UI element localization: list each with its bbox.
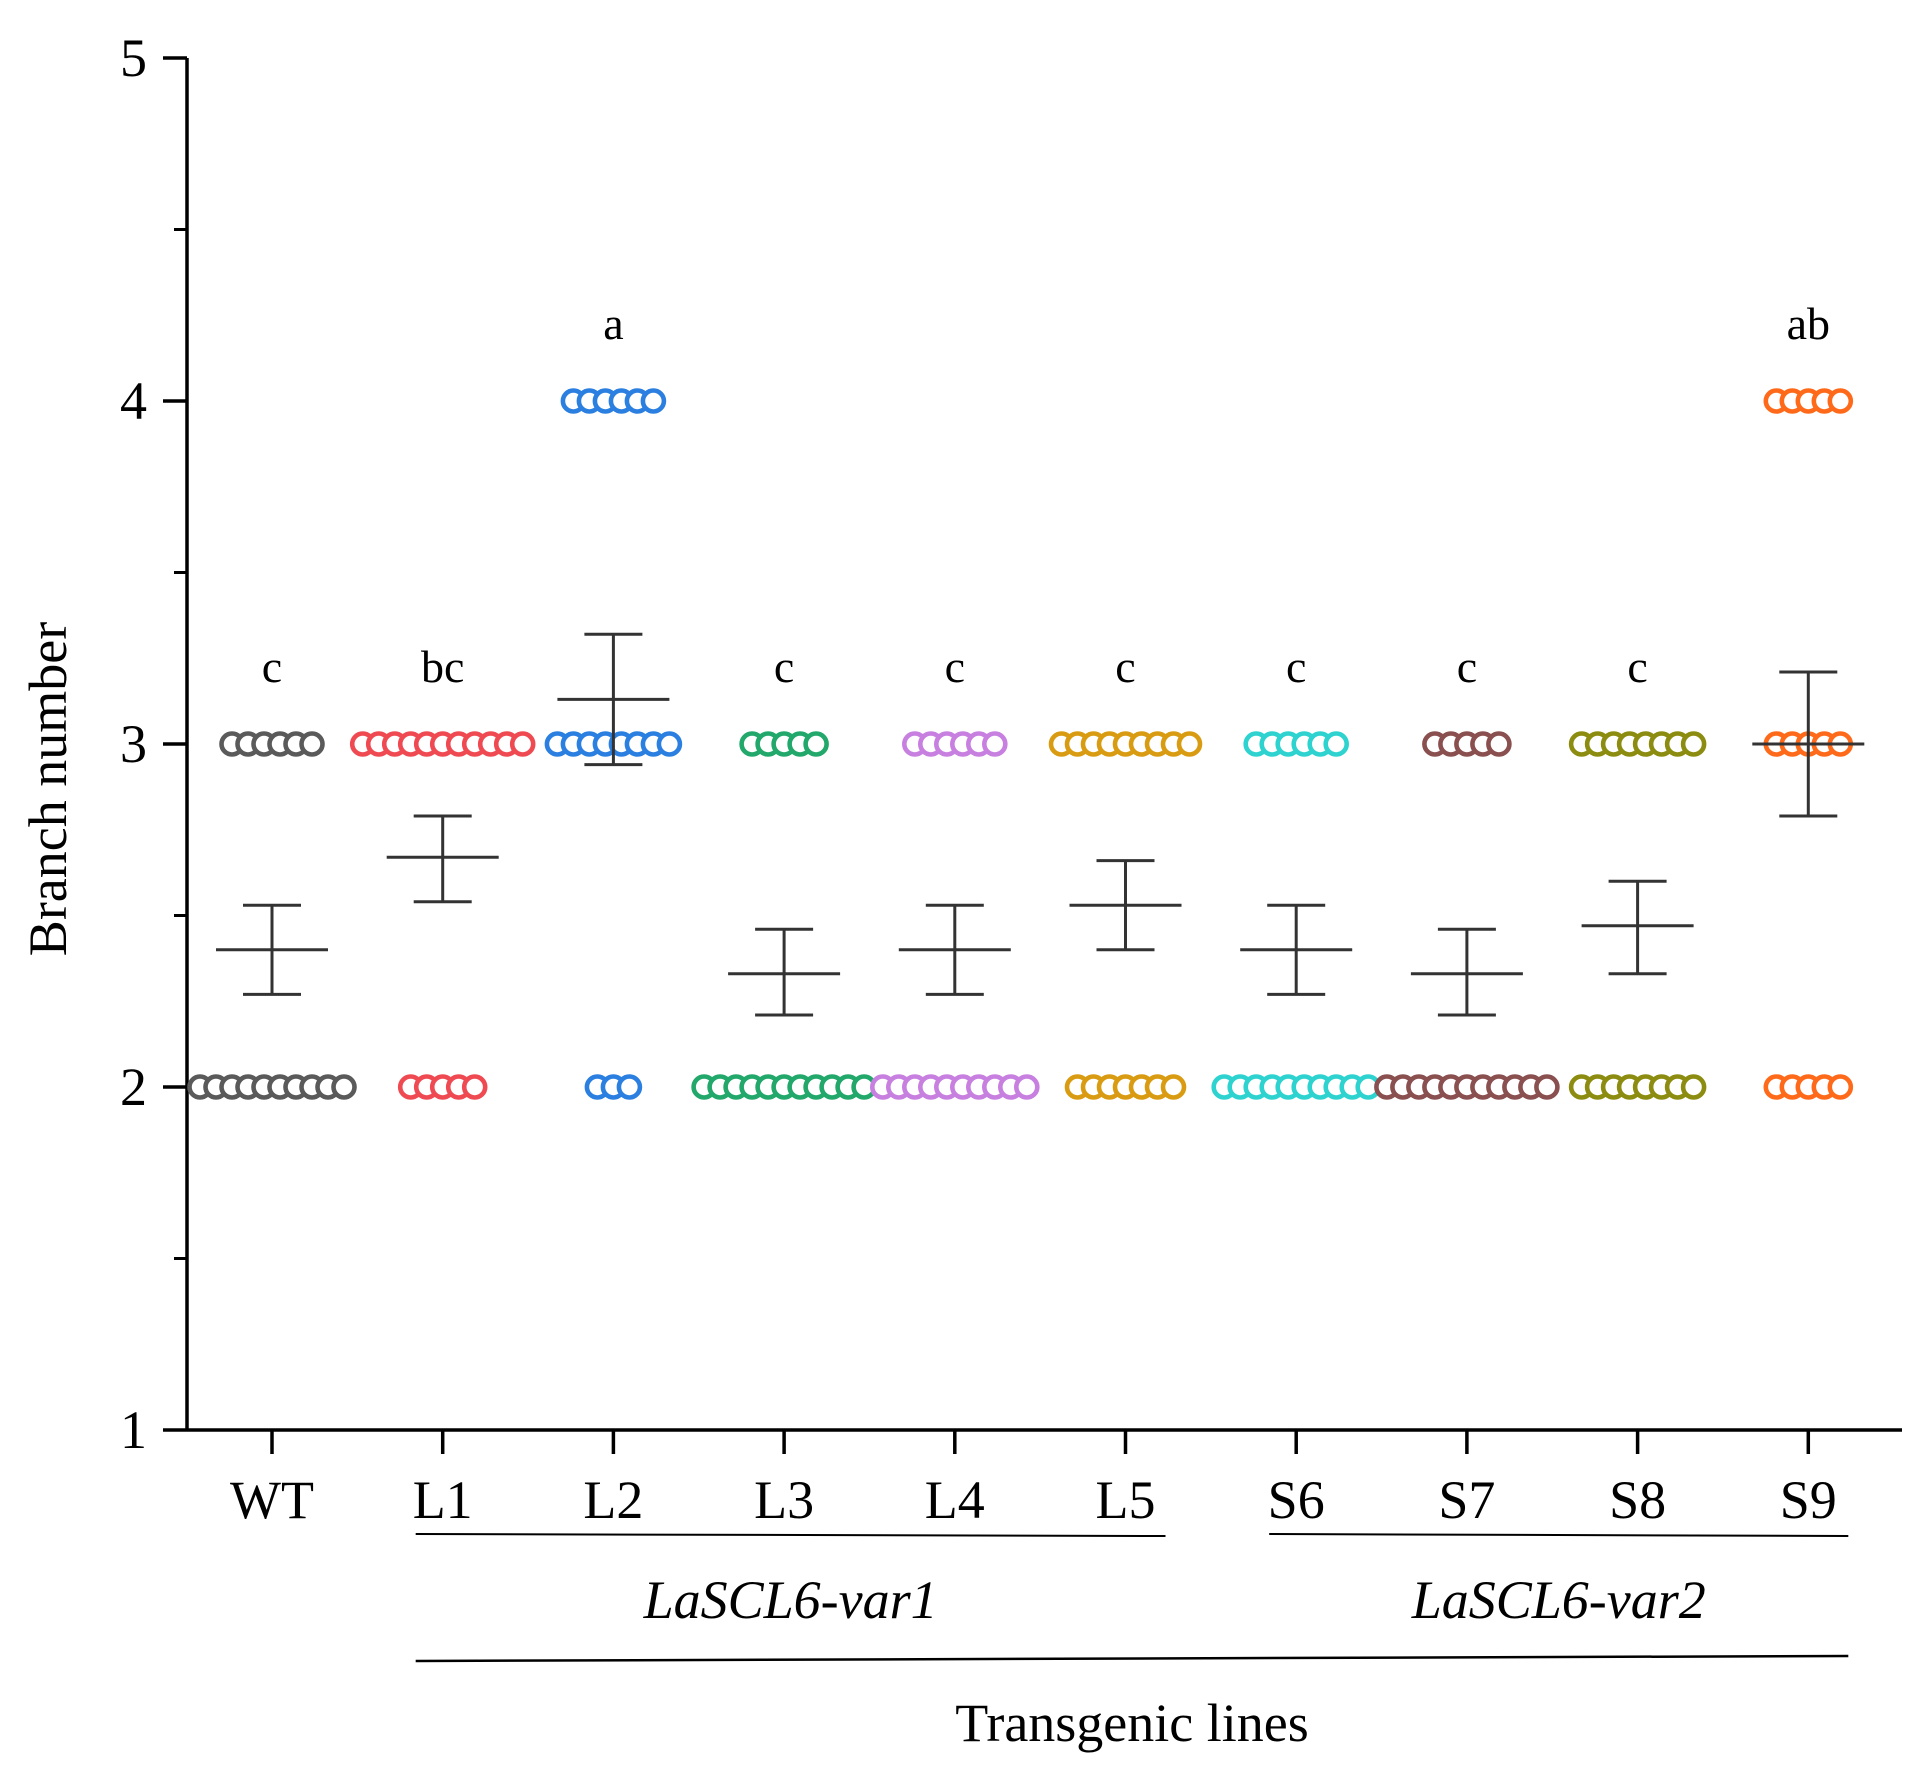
- data-point: [331, 1074, 357, 1100]
- y-tick-label: 3: [120, 714, 147, 774]
- significance-letter: ab: [1787, 298, 1830, 349]
- significance-letter: c: [262, 641, 282, 692]
- data-point: [1486, 731, 1512, 757]
- y-tick-label: 4: [120, 371, 147, 431]
- group-underline: [415, 1533, 1166, 1537]
- data-point: [1680, 1074, 1707, 1100]
- y-tick-label: 1: [120, 1400, 147, 1460]
- data-point: [1323, 731, 1349, 757]
- significance-letter: bc: [421, 641, 464, 692]
- significance-letter: c: [945, 641, 965, 692]
- group-label: LaSCL6-var1: [643, 1570, 938, 1630]
- outer-group-underline: [415, 1654, 1849, 1663]
- x-tick-label: L5: [1096, 1470, 1156, 1530]
- x-tick-label: S9: [1780, 1470, 1837, 1530]
- outer-group-label: Transgenic lines: [955, 1693, 1308, 1753]
- significance-letter: c: [1115, 641, 1135, 692]
- x-tick-label: L1: [413, 1470, 473, 1530]
- group-label: LaSCL6-var2: [1411, 1570, 1706, 1630]
- significance-letter: c: [1286, 641, 1306, 692]
- x-tick-label: WT: [230, 1470, 314, 1530]
- data-point: [1534, 1074, 1560, 1100]
- y-tick-label: 2: [120, 1057, 147, 1117]
- group-underline: [1269, 1533, 1849, 1537]
- data-point: [640, 388, 667, 414]
- y-axis-title: Branch number: [18, 622, 78, 956]
- x-tick-label: S7: [1438, 1470, 1495, 1530]
- labels-layer: 1 2 3 4 5 Branch number WT L1 L2 L3 L4 L5 S6 S7 S8 S9 c b…: [18, 28, 1837, 1753]
- axes-layer: [163, 56, 1902, 1663]
- x-tick-label: S8: [1609, 1470, 1666, 1530]
- data-point: [803, 731, 829, 757]
- data-point: [299, 731, 325, 757]
- significance-letter: c: [1457, 641, 1477, 692]
- data-point: [981, 731, 1008, 757]
- data-point: [1014, 1074, 1040, 1100]
- data-point: [1160, 1074, 1187, 1100]
- data-point: [1827, 388, 1854, 414]
- x-tick-label: L2: [583, 1470, 643, 1530]
- data-point: [1680, 731, 1707, 757]
- x-tick-label: S6: [1268, 1470, 1325, 1530]
- data-point: [656, 731, 683, 757]
- data-point: [509, 731, 536, 757]
- data-point: [616, 1074, 643, 1100]
- marks-layer: [187, 388, 1865, 1100]
- data-point: [1827, 1074, 1854, 1100]
- data-point: [461, 1074, 488, 1100]
- x-tick-label: L3: [754, 1470, 814, 1530]
- significance-letter: a: [603, 298, 623, 349]
- significance-letter: c: [774, 641, 794, 692]
- data-point: [1176, 731, 1203, 757]
- significance-letter: c: [1627, 641, 1647, 692]
- y-tick-label: 5: [120, 28, 147, 88]
- x-tick-label: L4: [925, 1470, 985, 1530]
